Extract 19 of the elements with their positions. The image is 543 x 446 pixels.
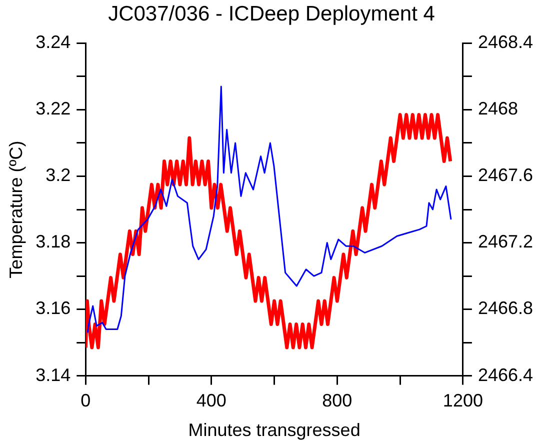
- x-tick-label: 400: [196, 390, 226, 411]
- y-tick-label: 3.22: [36, 98, 71, 119]
- y2-tick-label: 2467.2: [478, 232, 534, 252]
- chart-title: JC037/036 - ICDeep Deployment 4: [108, 2, 436, 26]
- y-axis-title: Temperature (ºC): [6, 140, 26, 278]
- y2-tick-label: 2466.4: [478, 364, 534, 385]
- x-tick-label: 800: [322, 390, 352, 411]
- x-tick-label: 1200: [442, 390, 483, 411]
- y2-tick-label: 2468: [478, 98, 518, 119]
- y2-tick-label: 2466.8: [478, 298, 534, 318]
- y-tick-label: 3.24: [36, 32, 71, 52]
- x-tick-label: 0: [80, 390, 91, 411]
- y2-tick-label: 2467.6: [478, 165, 534, 186]
- x-axis-title: Minutes transgressed: [188, 420, 360, 440]
- y-tick-label: 3.18: [36, 232, 71, 252]
- y-tick-label: 3.14: [36, 364, 71, 385]
- y-tick-label: 3.2: [46, 165, 71, 186]
- y-tick-label: 3.16: [36, 298, 71, 318]
- y2-tick-label: 2468.4: [478, 32, 534, 52]
